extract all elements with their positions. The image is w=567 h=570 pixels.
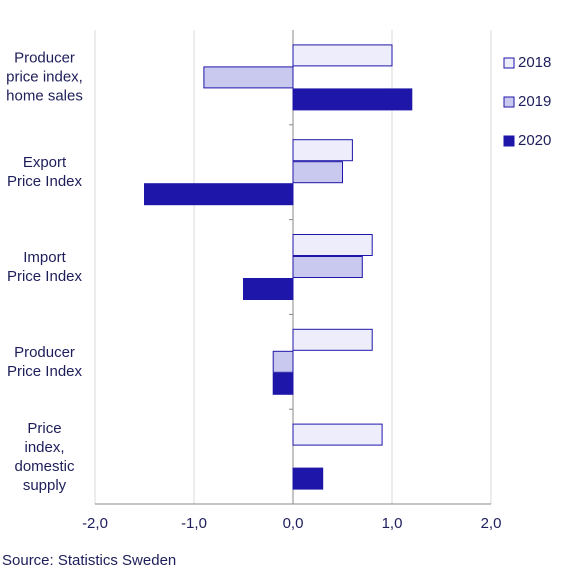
category-label: Export Price Index — [6, 154, 83, 191]
bar — [144, 183, 294, 206]
legend-label: 2018 — [518, 54, 551, 71]
bar — [292, 44, 393, 67]
x-tick-label: 1,0 — [382, 515, 403, 532]
bar — [292, 256, 363, 278]
category-label: Price index, domestic supply — [14, 419, 75, 494]
x-tick-label: 0,0 — [283, 515, 304, 532]
x-tick-label: -1,0 — [181, 515, 207, 532]
bar — [292, 139, 353, 162]
bar — [272, 372, 294, 395]
x-tick-label: -2,0 — [82, 515, 108, 532]
legend-label: 2020 — [518, 132, 551, 149]
bar — [243, 278, 294, 300]
category-label: Producer price index, home sales — [6, 49, 83, 105]
legend-swatch — [503, 57, 515, 69]
bar — [292, 234, 373, 256]
bar — [203, 66, 294, 89]
x-tick-label: 2,0 — [481, 515, 502, 532]
bar — [292, 161, 343, 184]
legend-swatch — [503, 135, 515, 147]
legend-label: 2019 — [518, 93, 551, 110]
bar — [272, 350, 294, 373]
bar — [292, 423, 383, 446]
legend-swatch — [503, 96, 515, 108]
category-label: Producer Price Index — [6, 343, 83, 380]
bar — [292, 328, 373, 351]
bar — [292, 467, 324, 490]
bar — [292, 88, 413, 111]
source: Source: Statistics Sweden — [2, 552, 177, 569]
category-label: Import Price Index — [6, 249, 83, 285]
